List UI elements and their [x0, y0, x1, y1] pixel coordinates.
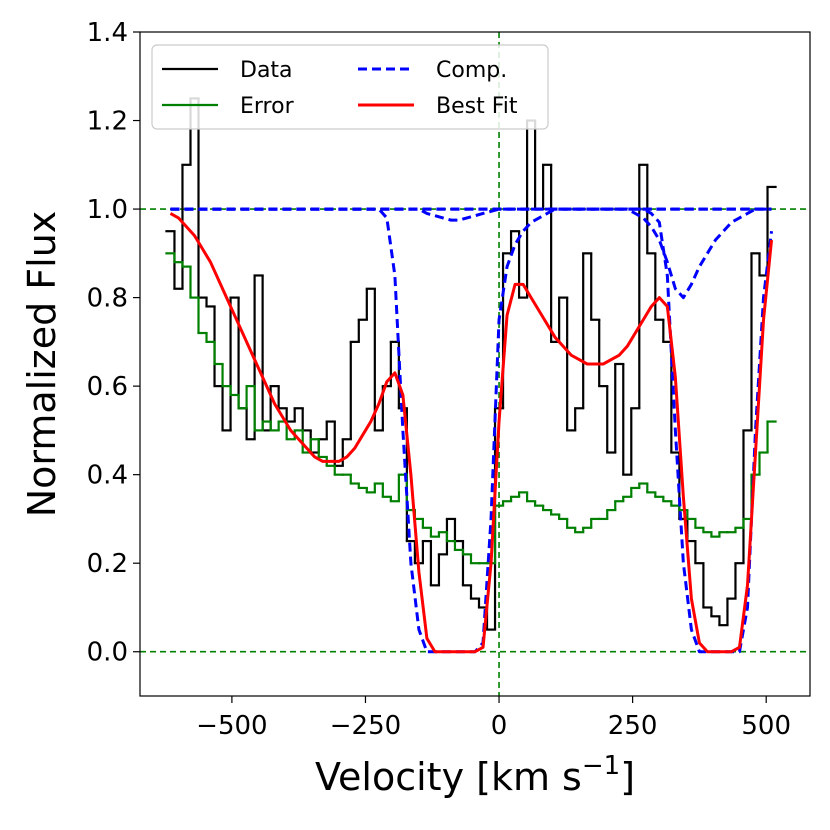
axes: −500 −250 0 250 500 0.0 0.2 0.4 0.6 0.8 1.0 1.2 1.4 — [87, 18, 811, 741]
legend-box — [151, 44, 549, 130]
component-line — [170, 207, 772, 300]
legend-label: Data — [240, 58, 293, 83]
y-tick-label: 0.8 — [87, 284, 128, 314]
x-tick-label: 250 — [608, 711, 658, 741]
y-axis-label: Normalized Flux — [20, 211, 64, 518]
y-tick-label: 0.4 — [87, 461, 128, 491]
legend: Data Error Comp. Best Fit — [151, 44, 549, 130]
y-tick-label: 1.2 — [87, 107, 128, 137]
x-axis-label-main: Velocity [km s — [315, 755, 582, 799]
x-axis-label-superscript: −1 — [582, 751, 620, 781]
y-tick-label: 1.4 — [87, 18, 128, 48]
x-tick-label: 500 — [741, 711, 791, 741]
y-tick-label: 0.0 — [87, 638, 128, 668]
x-tick-label: 0 — [491, 711, 508, 741]
legend-label: Comp. — [436, 58, 507, 83]
x-axis-label-end: ] — [620, 755, 635, 799]
y-tick-label: 1.0 — [87, 195, 128, 225]
plot-area — [140, 32, 810, 696]
x-axis-label: Velocity [km s−1] — [315, 751, 635, 799]
x-tick-label: −250 — [330, 711, 401, 741]
axes-frame — [139, 31, 811, 697]
y-tick-label: 0.6 — [87, 372, 128, 402]
y-tick-label: 0.2 — [87, 549, 128, 579]
legend-label: Best Fit — [436, 94, 518, 119]
legend-label: Error — [240, 94, 295, 119]
fit-line — [169, 212, 774, 654]
x-tick-label: −500 — [196, 711, 267, 741]
